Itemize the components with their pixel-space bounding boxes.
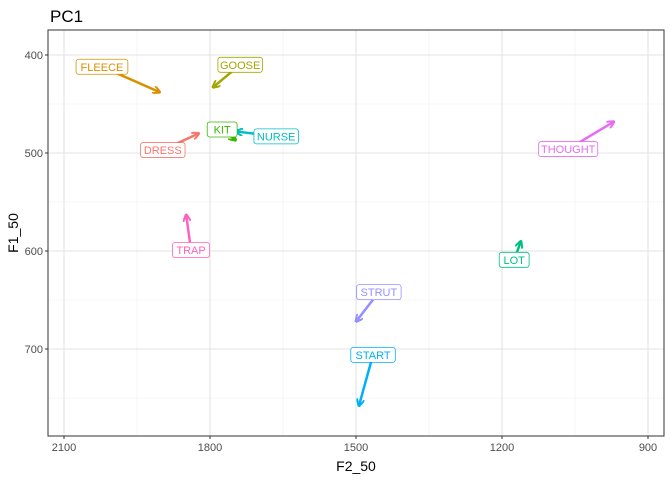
label-trap: TRAP bbox=[176, 245, 205, 257]
label-box-thought bbox=[538, 141, 599, 157]
label-dress: DRESS bbox=[144, 145, 182, 157]
label-box-kit bbox=[206, 121, 238, 138]
label-box-strut bbox=[356, 284, 402, 301]
chart-title: PC1 bbox=[50, 7, 83, 26]
label-box-start bbox=[350, 346, 396, 363]
x-tick-label: 2100 bbox=[52, 442, 76, 454]
label-goose: GOOSE bbox=[220, 60, 260, 72]
x-tick-label: 1200 bbox=[490, 442, 514, 454]
y-tick-label: 400 bbox=[25, 50, 43, 62]
label-thought: THOUGHT bbox=[541, 144, 596, 156]
label-nurse: NURSE bbox=[257, 131, 296, 143]
label-lot: LOT bbox=[503, 255, 525, 267]
label-start: START bbox=[356, 350, 391, 362]
x-tick-label: 1800 bbox=[198, 442, 222, 454]
y-tick-label: 600 bbox=[25, 246, 43, 258]
arrow-start bbox=[359, 354, 375, 406]
label-box-fleece bbox=[75, 58, 129, 75]
y-tick-label: 700 bbox=[25, 344, 43, 356]
label-box-trap bbox=[172, 242, 211, 258]
label-strut: STRUT bbox=[361, 287, 398, 299]
x-tick-label: 900 bbox=[639, 442, 657, 454]
y-axis-label: F1_50 bbox=[5, 213, 21, 253]
label-box-dress bbox=[140, 142, 186, 158]
y-tick-label: 500 bbox=[25, 148, 43, 160]
panel-border bbox=[47, 29, 665, 437]
label-kit: KIT bbox=[214, 124, 231, 136]
label-box-goose bbox=[217, 56, 263, 73]
label-box-lot bbox=[498, 251, 530, 268]
label-fleece: FLEECE bbox=[81, 62, 124, 74]
label-box-nurse bbox=[253, 128, 299, 145]
x-axis-label: F2_50 bbox=[336, 458, 376, 474]
x-tick-label: 1500 bbox=[344, 442, 368, 454]
